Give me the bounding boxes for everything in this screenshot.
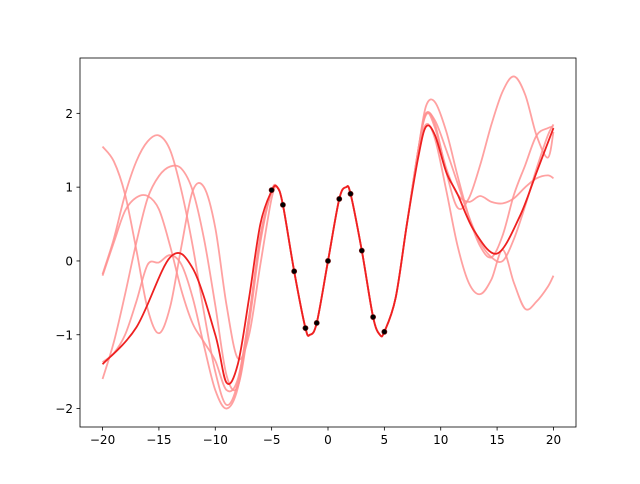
observation-point	[291, 268, 298, 275]
observation-point	[268, 187, 275, 194]
x-tick-label: 20	[546, 433, 561, 447]
y-tick-label: 1	[65, 181, 73, 195]
x-tick-label: 10	[433, 433, 448, 447]
plot-area	[101, 75, 555, 410]
x-tick-label: −20	[90, 433, 115, 447]
x-tick-label: −5	[263, 433, 281, 447]
x-tick-label: 15	[489, 433, 504, 447]
x-tick-label: −10	[203, 433, 228, 447]
observation-point	[381, 328, 388, 335]
y-tick-label: −1	[55, 328, 73, 342]
observation-point	[302, 325, 309, 332]
y-tick-label: −2	[55, 402, 73, 416]
observation-point	[336, 196, 343, 202]
mean-curve	[101, 124, 555, 385]
observation-point	[325, 258, 331, 264]
observation-point	[370, 314, 376, 320]
y-tick-label: 0	[65, 254, 73, 268]
observation-point	[313, 320, 320, 326]
observation-point	[358, 247, 365, 254]
observation-point	[280, 201, 286, 208]
x-tick-label: −15	[146, 433, 171, 447]
x-tick-label: 5	[381, 433, 389, 447]
y-tick-label: 2	[65, 107, 73, 121]
x-tick-label: 0	[324, 433, 332, 447]
observation-point	[347, 190, 354, 197]
